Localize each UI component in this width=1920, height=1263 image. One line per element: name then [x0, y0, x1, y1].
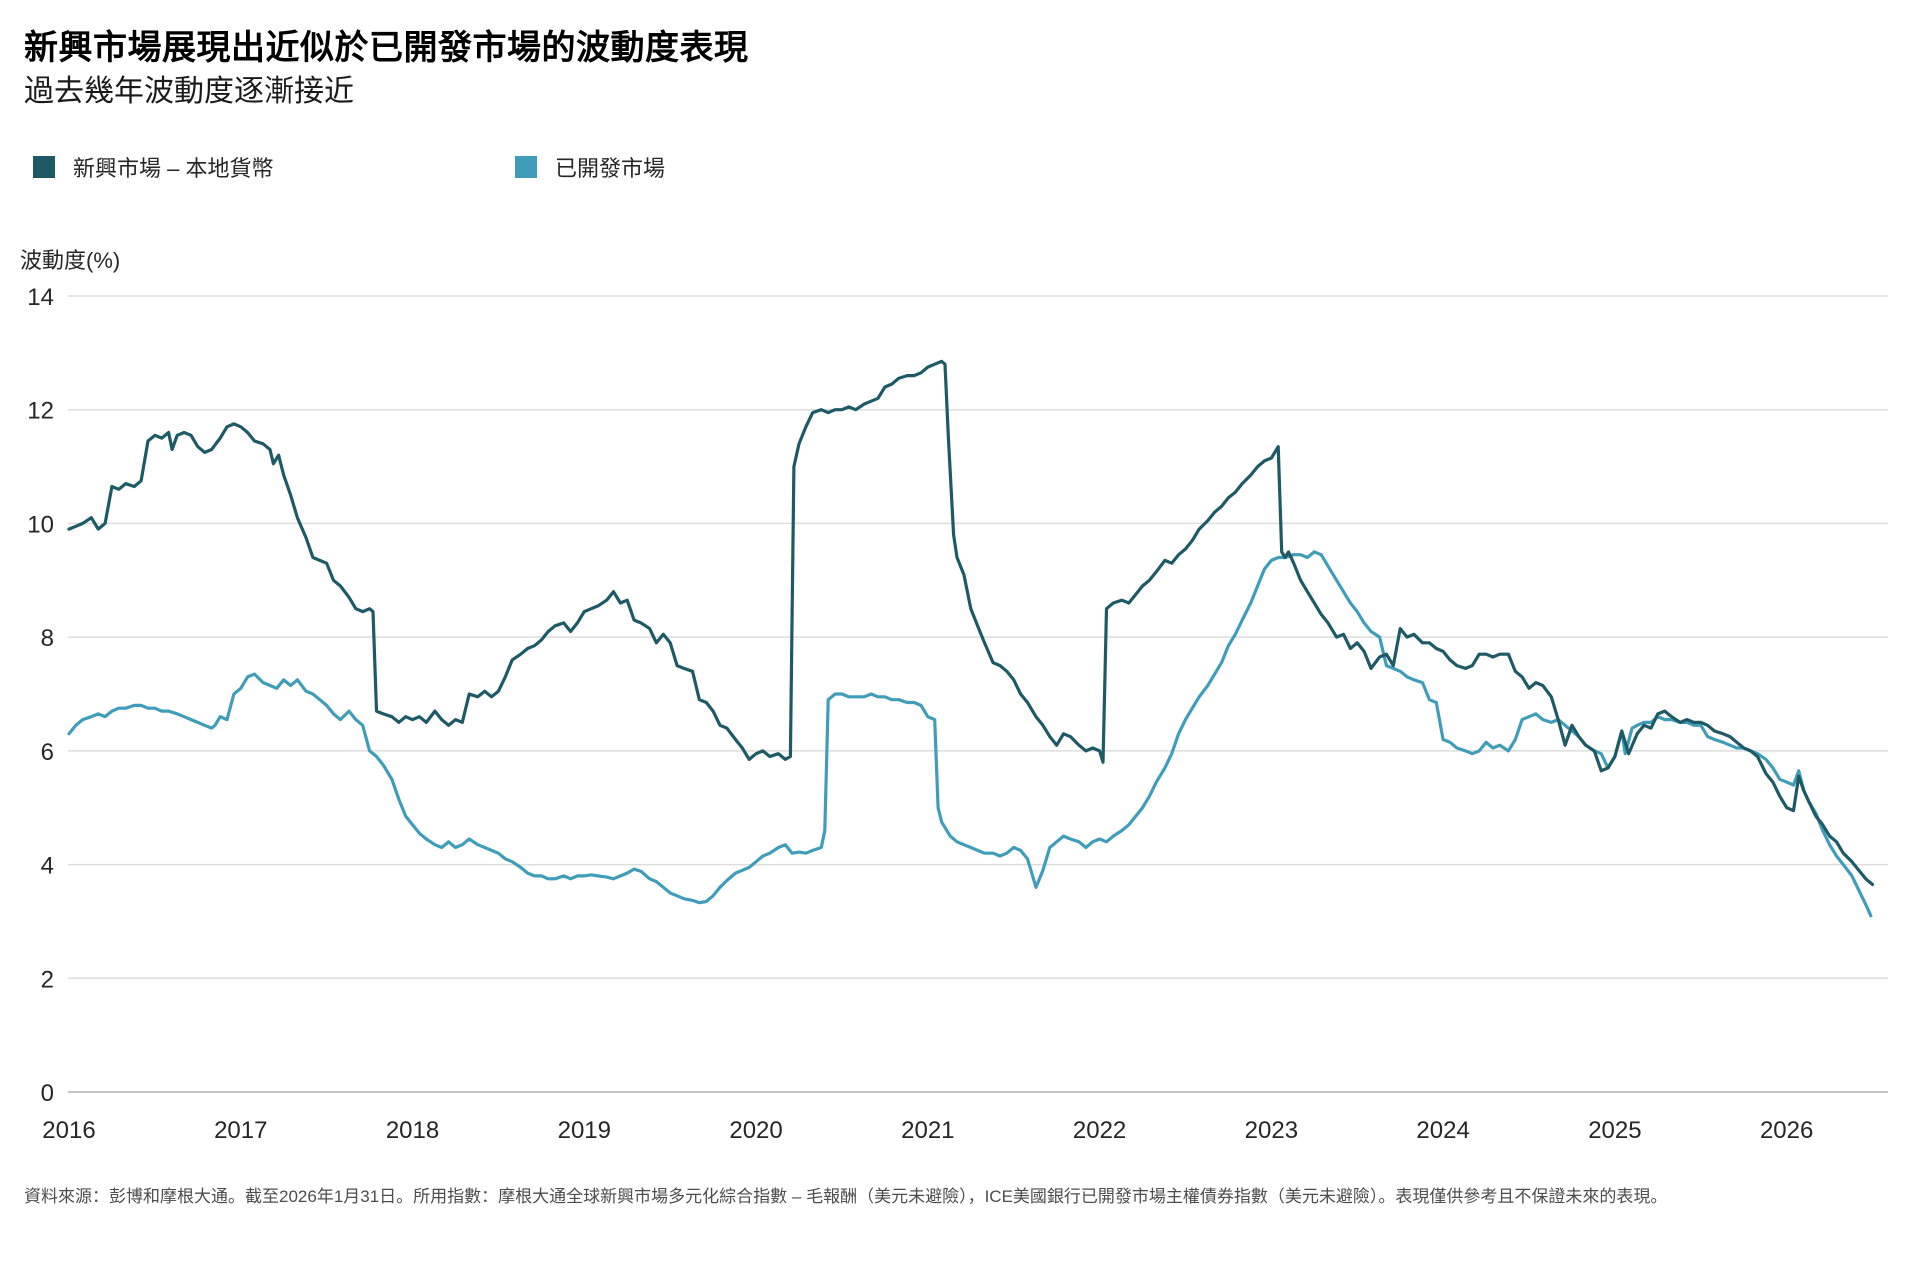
y-tick-labels: 0 2 4 6 8 10 12 14	[27, 284, 54, 1107]
y-axis-title: 波動度(%)	[20, 248, 121, 273]
x-tick-label: 2023	[1245, 1117, 1298, 1144]
page-subtitle: 過去幾年波動度逐漸接近	[24, 75, 354, 108]
x-tick-label: 2020	[729, 1117, 782, 1144]
y-tick-label: 4	[41, 853, 54, 880]
y-tick-label: 6	[41, 739, 54, 766]
legend-label-emerging-markets: 新興市場 – 本地貨幣	[73, 156, 274, 181]
source-note: 資料來源：彭博和摩根大通。截至2026年1月31日。所用指數：摩根大通全球新興市…	[24, 1187, 1668, 1206]
x-tick-label: 2025	[1588, 1117, 1641, 1144]
y-tick-label: 12	[27, 398, 54, 425]
x-tick-label: 2022	[1073, 1117, 1126, 1144]
x-tick-label: 2024	[1416, 1117, 1469, 1144]
series-line	[67, 359, 1875, 887]
x-tick-labels: 2016 2017 2018 2019 2020 2021 2022 2023 2024 2025…	[42, 1117, 1813, 1144]
series-lines	[67, 359, 1875, 918]
legend-swatch-emerging-markets	[33, 156, 55, 178]
y-tick-label: 0	[41, 1080, 54, 1107]
x-tick-label: 2026	[1760, 1117, 1813, 1144]
x-tick-label: 2017	[214, 1117, 267, 1144]
x-tick-label: 2018	[386, 1117, 439, 1144]
legend-item-developed-markets: 已開發市場	[515, 154, 666, 181]
x-tick-label: 2016	[42, 1117, 95, 1144]
y-tick-label: 14	[27, 284, 54, 311]
legend-label-developed-markets: 已開發市場	[555, 156, 666, 181]
y-tick-label: 8	[41, 625, 54, 652]
x-tick-label: 2019	[558, 1117, 611, 1144]
gridlines	[68, 295, 1888, 1093]
y-tick-label: 10	[27, 511, 54, 538]
y-tick-label: 2	[41, 966, 54, 993]
legend-swatch-developed-markets	[515, 156, 537, 178]
legend-item-emerging-markets: 新興市場 – 本地貨幣	[33, 154, 274, 181]
x-tick-label: 2021	[901, 1117, 954, 1144]
page-title: 新興市場展現出近似於已開發市場的波動度表現	[24, 29, 749, 67]
